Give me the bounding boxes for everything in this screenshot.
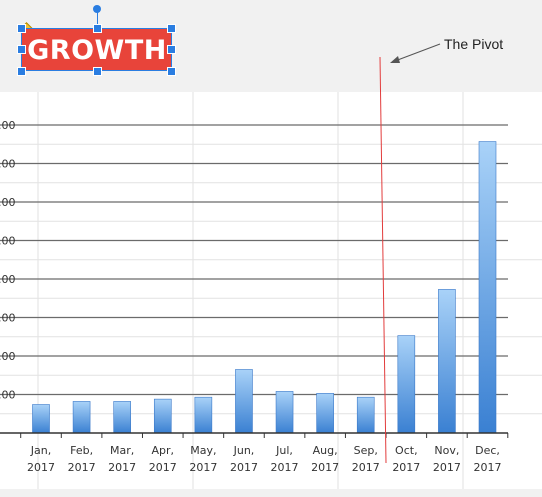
y-tick-label: .00 <box>0 350 16 363</box>
resize-handle-bottom-middle[interactable] <box>93 67 102 76</box>
x-tick-label-year: 2017 <box>230 461 258 474</box>
resize-handle-bottom-right[interactable] <box>167 67 176 76</box>
x-tick-label-year: 2017 <box>352 461 380 474</box>
bar[interactable] <box>113 401 131 434</box>
x-tick-label-year: 2017 <box>149 461 177 474</box>
rotation-stem <box>97 10 98 28</box>
resize-handle-middle-right[interactable] <box>167 45 176 54</box>
rotate-handle-icon[interactable] <box>93 5 101 13</box>
x-tick-label-month: Jul, <box>275 444 293 457</box>
bar[interactable] <box>32 404 50 434</box>
bar[interactable] <box>356 396 375 434</box>
x-tick-label-year: 2017 <box>474 461 502 474</box>
bar[interactable] <box>72 401 91 434</box>
x-tick-label-year: 2017 <box>433 461 461 474</box>
bar[interactable] <box>397 335 416 434</box>
x-axis <box>0 432 509 438</box>
x-tick-label-year: 2017 <box>311 461 339 474</box>
bar[interactable] <box>153 398 172 434</box>
bars <box>32 141 497 434</box>
resize-handle-top-left[interactable] <box>17 24 26 33</box>
title-badge-text: GROWTH <box>27 34 167 66</box>
y-tick-label: .00 <box>0 273 16 286</box>
bar[interactable] <box>316 393 334 434</box>
selection-frame <box>21 28 172 71</box>
y-tick-labels: .00 .00 .00 .00 .00 .00 .00 .00 <box>0 119 16 402</box>
x-tick-label-month: Jan, <box>30 444 51 457</box>
y-tick-label: .00 <box>0 312 16 325</box>
x-tick-label-month: May, <box>190 444 216 457</box>
y-tick-label: .00 <box>0 158 16 171</box>
resize-handle-top-right[interactable] <box>167 24 176 33</box>
resize-handle-bottom-left[interactable] <box>17 67 26 76</box>
pivot-annotation-label[interactable]: The Pivot <box>444 36 504 52</box>
x-tick-label-month: Mar, <box>110 444 134 457</box>
x-tick-label-month: Apr, <box>152 444 175 457</box>
annotation-arrow[interactable] <box>390 43 441 63</box>
x-tick-label-year: 2017 <box>68 461 96 474</box>
x-tick-label-year: 2017 <box>27 461 55 474</box>
x-tick-label-month: Nov, <box>434 444 459 457</box>
pivot-line[interactable] <box>379 56 387 464</box>
x-tick-label-month: Feb, <box>70 444 93 457</box>
y-tick-label: .00 <box>0 119 16 132</box>
y-tick-label: .00 <box>0 196 16 209</box>
bar[interactable] <box>194 396 213 434</box>
resize-handle-top-middle[interactable] <box>93 24 102 33</box>
y-tick-label: .00 <box>0 235 16 248</box>
x-tick-label-month: Aug, <box>313 444 338 457</box>
bar[interactable] <box>235 369 253 434</box>
title-badge[interactable]: GROWTH <box>22 29 172 71</box>
bar[interactable] <box>438 289 456 434</box>
bar[interactable] <box>275 391 294 434</box>
x-tick-label-month: Sep, <box>354 444 378 457</box>
resize-handle-middle-left[interactable] <box>17 45 26 54</box>
major-gridlines <box>0 124 508 396</box>
x-tick-label-month: Dec, <box>475 444 500 457</box>
minor-gridlines <box>0 92 542 489</box>
x-tick-label-month: Jun, <box>233 444 255 457</box>
x-tick-label-year: 2017 <box>108 461 136 474</box>
x-tick-label-year: 2017 <box>189 461 217 474</box>
x-tick-label-year: 2017 <box>392 461 420 474</box>
x-tick-labels: Jan, 2017 Feb, 2017 Mar, 2017 Apr, 2017 May, 2017… <box>27 444 502 474</box>
bar[interactable] <box>478 141 497 434</box>
x-tick-label-year: 2017 <box>271 461 299 474</box>
x-tick-label-month: Oct, <box>395 444 418 457</box>
y-tick-label: .00 <box>0 389 16 402</box>
